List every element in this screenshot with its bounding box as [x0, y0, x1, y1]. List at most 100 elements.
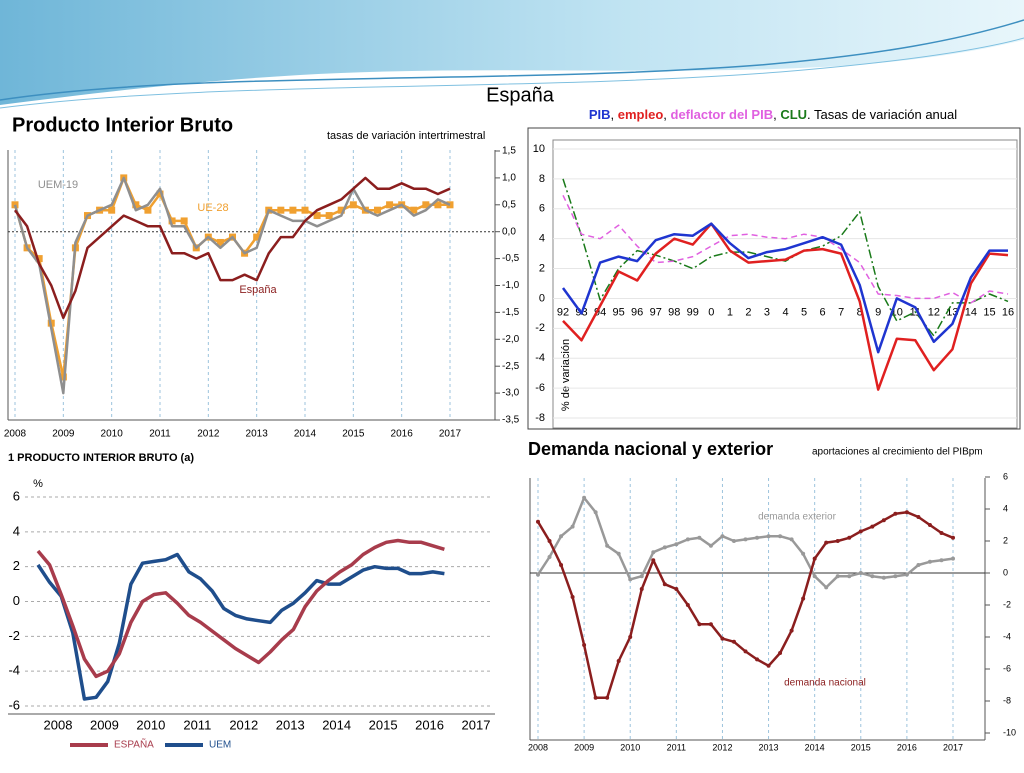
- y-tick-label: -3,0: [502, 388, 520, 399]
- marker: [708, 543, 713, 548]
- marker: [168, 217, 176, 225]
- x-tick-label: 14: [965, 306, 977, 318]
- x-tick-label: 2015: [851, 742, 871, 752]
- marker: [812, 574, 817, 579]
- chart: PIB, empleo, deflactor del PIB, CLU. Tas…: [533, 107, 1017, 424]
- marker: [662, 545, 667, 550]
- y-tick-label: -2: [1003, 599, 1011, 609]
- x-tick-label: 4: [782, 306, 788, 318]
- series-line: [14, 176, 451, 320]
- chart-subtitle: tasas de variación intertrimestral: [327, 130, 485, 142]
- marker: [743, 537, 748, 542]
- y-tick-label: 2: [539, 262, 545, 274]
- y-tick-label: 10: [533, 143, 545, 155]
- marker: [731, 539, 736, 543]
- y-tick-label: -0,5: [502, 253, 520, 264]
- x-tick-label: 16: [1002, 306, 1014, 318]
- x-tick-label: 2: [745, 306, 751, 318]
- marker: [916, 515, 921, 519]
- y-tick-label: -8: [535, 412, 545, 424]
- marker: [674, 542, 679, 547]
- series-label: UE-28: [197, 202, 228, 214]
- series-line: [36, 538, 445, 679]
- series-label: demanda nacional: [784, 678, 866, 689]
- x-tick-label: 92: [557, 306, 569, 318]
- marker: [697, 535, 702, 540]
- marker: [674, 587, 679, 591]
- x-tick-label: 99: [687, 306, 699, 318]
- marker: [301, 206, 309, 214]
- x-tick-label: 5: [801, 306, 807, 318]
- chart: 1 PRODUCTO INTERIOR BRUTO (a)% -6 -4 -2 0 2 4 6…: [8, 452, 490, 751]
- x-tick-label: 2017: [439, 429, 462, 440]
- x-tick-label: 7: [838, 306, 844, 318]
- y-tick-label: 6: [1003, 471, 1008, 481]
- marker: [858, 571, 863, 575]
- x-tick-label: 2011: [183, 717, 211, 732]
- marker: [778, 534, 783, 539]
- x-tick-label: 2017: [462, 717, 491, 732]
- y-tick-label: 4: [1003, 503, 1008, 513]
- y-tick-label: 6: [13, 488, 20, 503]
- series-line: [562, 222, 1009, 391]
- marker: [547, 555, 552, 559]
- marker: [916, 563, 921, 567]
- x-tick-label: 2011: [149, 429, 171, 440]
- chart-border: [527, 127, 1021, 430]
- marker: [685, 537, 690, 542]
- y-tick-label: -4: [1003, 631, 1011, 641]
- x-tick-label: 2016: [897, 742, 917, 752]
- legend-label: UEM: [209, 740, 231, 751]
- marker: [559, 534, 564, 539]
- marker: [904, 572, 909, 577]
- x-tick-label: 2014: [322, 717, 351, 732]
- x-tick-label: 6: [820, 306, 826, 318]
- y-tick-label: -6: [535, 382, 545, 394]
- y-tick-label: 2: [13, 558, 20, 573]
- y-tick-label: -3,5: [502, 415, 520, 426]
- y-tick-label: 0: [539, 292, 545, 304]
- x-tick-label: 2009: [574, 742, 594, 752]
- x-tick-label: 2012: [712, 742, 732, 752]
- marker: [835, 574, 840, 579]
- x-tick-label: 2012: [229, 717, 258, 732]
- series-line: [562, 178, 1009, 337]
- marker: [593, 510, 598, 515]
- y-tick-label: 1,0: [502, 173, 516, 184]
- marker: [570, 524, 575, 529]
- marker: [582, 643, 587, 647]
- marker: [616, 551, 621, 556]
- y-tick-label: -8: [1003, 695, 1011, 705]
- x-tick-label: 0: [708, 306, 714, 318]
- marker: [628, 635, 633, 639]
- marker: [881, 518, 886, 523]
- x-tick-label: 2014: [805, 742, 825, 752]
- marker: [801, 551, 806, 556]
- y-tick-label: -2,0: [502, 334, 520, 345]
- title-series-name: CLU: [780, 107, 807, 122]
- marker: [132, 201, 140, 209]
- marker: [216, 238, 224, 246]
- y-tick-label: -4: [8, 663, 20, 678]
- x-tick-label: 2017: [943, 742, 963, 752]
- y-tick-label: -2: [8, 628, 20, 643]
- marker: [374, 206, 381, 214]
- y-tick-label: -1,5: [502, 307, 520, 318]
- y-tick-label: -6: [8, 697, 20, 712]
- y-tick-label: -6: [1003, 663, 1011, 673]
- x-tick-label: 2014: [294, 429, 317, 440]
- y-tick-label: 0,5: [502, 199, 516, 210]
- title-text: ,: [773, 107, 780, 122]
- marker: [156, 190, 164, 198]
- series-line: [561, 222, 1008, 354]
- marker: [731, 639, 736, 644]
- marker: [789, 537, 794, 542]
- marker: [628, 577, 633, 582]
- series-line: [36, 552, 445, 701]
- y-tick-label: 0: [13, 593, 20, 608]
- marker: [616, 659, 621, 663]
- x-tick-label: 2013: [246, 429, 269, 440]
- marker: [708, 622, 713, 627]
- chart: Demanda nacional y exterior aportaciones …: [528, 439, 1016, 753]
